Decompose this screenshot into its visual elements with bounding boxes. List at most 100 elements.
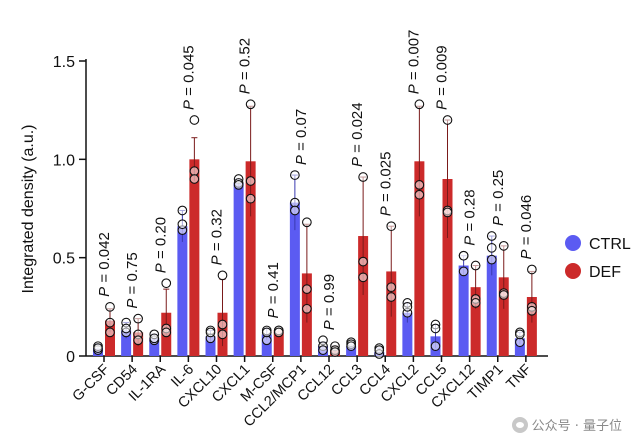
watermark: 公众号 · 量子位 — [512, 415, 622, 434]
bar-ctrl — [177, 226, 187, 356]
data-point-ctrl — [122, 324, 131, 333]
p-value-label: P = 0.009 — [434, 45, 451, 110]
data-point-def — [106, 318, 115, 327]
data-point-def — [218, 320, 227, 329]
p-value-label: P = 0.025 — [377, 152, 394, 217]
data-point-def — [359, 173, 368, 182]
wechat-icon — [512, 417, 528, 433]
category-label: CCL3 — [328, 362, 366, 400]
data-point-def — [303, 285, 312, 294]
y-axis-label: Integrated density (a.u.) — [20, 125, 37, 294]
p-value-label: P = 0.25 — [490, 170, 507, 226]
data-point-ctrl — [431, 324, 440, 333]
data-point-def — [106, 328, 115, 337]
data-point-def — [415, 190, 424, 199]
data-point-ctrl — [291, 198, 300, 207]
data-point-def — [190, 116, 199, 125]
data-point-def — [499, 242, 508, 251]
y-tick-label: 1.0 — [53, 152, 75, 169]
legend-marker-def — [565, 263, 581, 279]
bar-def — [189, 159, 199, 356]
bar-chart: Integrated density (a.u.) 0 0.5 1.0 1.5 P = … — [0, 0, 640, 446]
data-point-def — [303, 218, 312, 227]
p-value-label: P = 0.07 — [293, 109, 310, 165]
data-point-def — [162, 328, 171, 337]
p-value-label: P = 0.28 — [462, 189, 479, 245]
data-point-ctrl — [291, 171, 300, 180]
data-point-def — [415, 181, 424, 190]
data-point-def — [246, 100, 255, 109]
data-point-ctrl — [431, 342, 440, 351]
data-point-def — [246, 194, 255, 203]
data-point-def — [106, 303, 115, 312]
data-point-def — [274, 328, 283, 337]
data-point-def — [528, 306, 537, 315]
y-tick-label: 1.5 — [53, 54, 75, 71]
data-point-ctrl — [375, 346, 384, 355]
data-point-def — [387, 293, 396, 302]
data-point-ctrl — [516, 330, 525, 339]
data-point-def — [471, 299, 480, 308]
data-point-ctrl — [262, 336, 271, 345]
p-value-label: P = 0.045 — [180, 45, 197, 110]
category-label: G-CSF — [70, 361, 113, 404]
data-point-def — [499, 291, 508, 300]
data-point-def — [443, 116, 452, 125]
data-point-def — [471, 261, 480, 270]
data-point-ctrl — [150, 334, 159, 343]
data-point-ctrl — [487, 244, 496, 253]
p-value-label: P = 0.32 — [209, 209, 226, 265]
data-point-def — [387, 283, 396, 292]
data-point-ctrl — [459, 251, 468, 260]
data-point-def — [387, 222, 396, 231]
data-point-ctrl — [94, 344, 103, 353]
bar-ctrl — [234, 183, 244, 356]
p-value-label: P = 0.99 — [321, 274, 338, 330]
p-value-label: P = 0.52 — [237, 38, 254, 94]
data-point-ctrl — [347, 342, 356, 351]
data-point-def — [218, 271, 227, 280]
legend-label-def: DEF — [589, 264, 621, 281]
data-point-ctrl — [459, 267, 468, 276]
p-value-label: P = 0.042 — [96, 232, 113, 297]
data-point-def — [331, 348, 340, 357]
p-value-label: P = 0.046 — [518, 195, 535, 260]
data-point-ctrl — [206, 328, 215, 337]
data-point-def — [190, 167, 199, 176]
data-point-ctrl — [516, 338, 525, 347]
data-point-ctrl — [262, 328, 271, 337]
data-point-def — [303, 305, 312, 314]
data-point-def — [134, 336, 143, 345]
p-value-label: P = 0.007 — [405, 30, 422, 95]
data-point-def — [359, 257, 368, 266]
data-point-def — [134, 314, 143, 323]
legend: CTRL DEF — [565, 235, 631, 281]
data-point-ctrl — [178, 206, 187, 215]
data-point-def — [190, 175, 199, 184]
data-point-def — [218, 330, 227, 339]
data-point-def — [162, 279, 171, 288]
data-point-ctrl — [178, 220, 187, 229]
p-value-label: P = 0.75 — [124, 252, 141, 308]
data-point-ctrl — [487, 232, 496, 241]
y-tick-label: 0 — [66, 349, 75, 366]
p-value-label: P = 0.024 — [349, 102, 366, 167]
data-point-def — [359, 273, 368, 282]
data-point-def — [528, 265, 537, 274]
data-point-ctrl — [487, 255, 496, 264]
legend-marker-ctrl — [565, 235, 581, 251]
data-point-def — [443, 208, 452, 217]
data-point-def — [246, 177, 255, 186]
data-point-ctrl — [319, 346, 328, 355]
data-point-ctrl — [291, 206, 300, 215]
bar-ctrl — [459, 266, 469, 356]
p-value-label: P = 0.20 — [152, 217, 169, 273]
data-point-def — [415, 100, 424, 109]
data-point-ctrl — [403, 303, 412, 312]
y-tick-label: 0.5 — [53, 251, 75, 268]
watermark-text: 公众号 · 量子位 — [532, 415, 622, 434]
data-point-ctrl — [234, 181, 243, 190]
p-value-label: P = 0.41 — [265, 262, 282, 318]
category-label: TNF — [503, 361, 534, 392]
